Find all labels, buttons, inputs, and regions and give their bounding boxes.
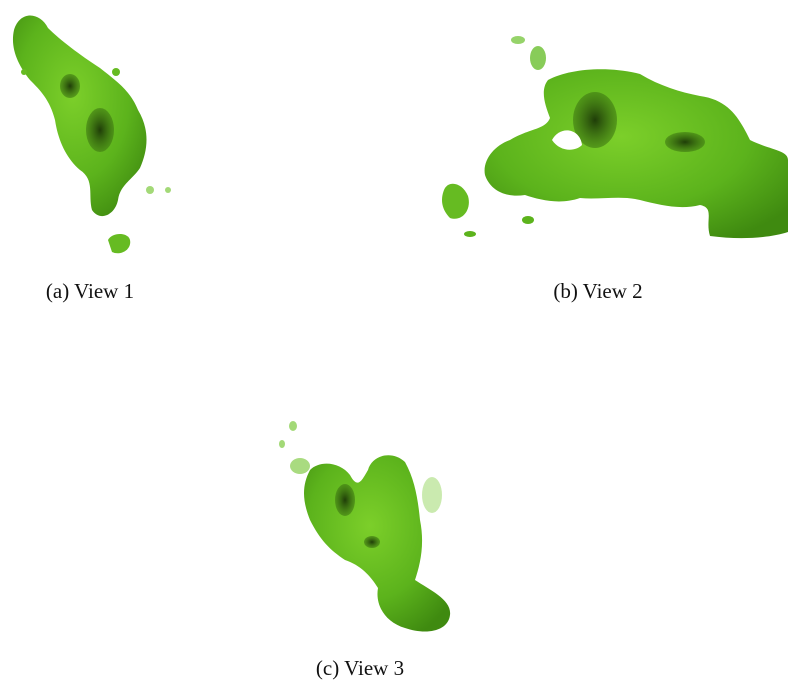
panel-caption: (b) View 2: [553, 279, 642, 303]
render-view-1: [12, 15, 171, 254]
panel-caption: (a) View 1: [46, 279, 134, 303]
render-view-3: [279, 421, 451, 632]
render-view-2: [442, 36, 788, 239]
panel-caption: (c) View 3: [316, 656, 404, 680]
